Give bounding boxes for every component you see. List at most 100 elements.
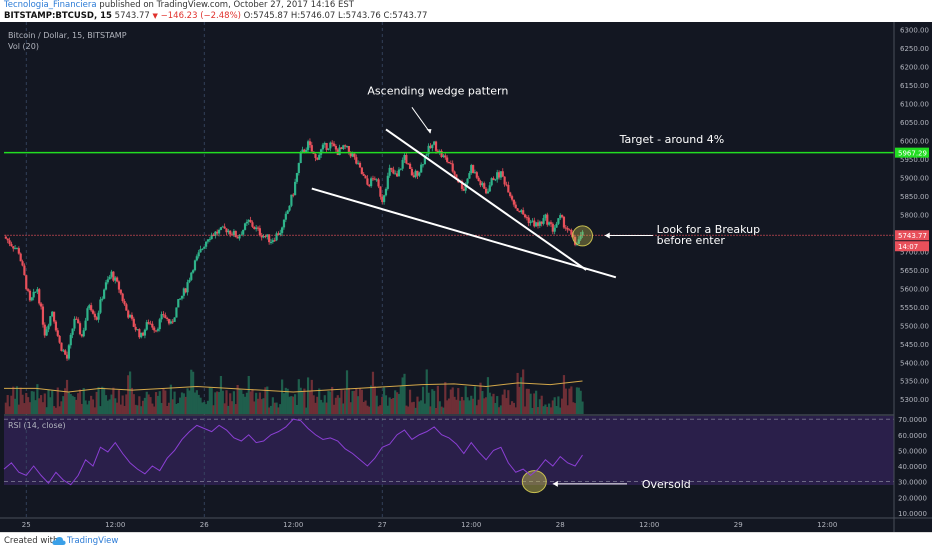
volume-bar — [473, 386, 477, 414]
candle-body — [345, 146, 349, 148]
candle-body — [90, 305, 93, 311]
candle-body — [368, 184, 371, 187]
volume-bar — [127, 375, 130, 414]
volume-bar — [344, 390, 347, 414]
volume-bar — [182, 393, 185, 414]
candle-body — [255, 227, 258, 230]
volume-bar — [408, 389, 412, 414]
volume-bar — [447, 398, 451, 414]
volume-bar — [497, 407, 501, 414]
candle-body — [325, 143, 328, 150]
candle-body — [505, 184, 508, 186]
volume-bar — [531, 407, 534, 414]
volume-bar — [47, 389, 50, 414]
price-tick-label: 5300.00 — [900, 396, 929, 404]
wedge-arrow — [411, 107, 431, 134]
candle-body — [561, 215, 564, 217]
candle-body — [232, 230, 236, 236]
volume-bar — [446, 400, 449, 414]
candle-body — [423, 155, 426, 165]
chart-title: Bitcoin / Dollar, 15, BITSTAMP — [8, 31, 127, 40]
candle-body — [549, 222, 553, 224]
candle-body — [225, 228, 228, 233]
time-tick-label: 27 — [378, 521, 387, 529]
volume-bar — [483, 398, 486, 414]
candle-body — [147, 322, 150, 324]
candle-body — [379, 186, 382, 197]
price-label-text: 14:07 — [898, 243, 918, 251]
candle-body — [460, 181, 464, 189]
volume-bar — [173, 391, 176, 414]
volume-bar — [4, 402, 7, 414]
tradingview-cloud-icon[interactable] — [52, 535, 66, 547]
time-tick-label: 12:00 — [817, 521, 837, 529]
candle-body — [483, 183, 486, 189]
volume-bar — [353, 390, 356, 414]
volume-bar — [327, 391, 330, 414]
candle-body — [473, 172, 477, 174]
volume-bar — [15, 386, 19, 414]
candle-body — [45, 329, 48, 336]
publish-info: Tecnologia_Financiera published on Tradi… — [4, 0, 354, 11]
volume-bar — [544, 404, 547, 414]
vertical-grid — [25, 22, 383, 518]
volume-bar — [351, 390, 354, 414]
candle-body — [101, 298, 104, 300]
volume-bar — [490, 396, 493, 414]
time-tick-label: 12:00 — [639, 521, 659, 529]
volume-bar — [416, 396, 419, 414]
volume-bar — [503, 389, 506, 414]
time-axis[interactable]: 25 12:00 26 12:00 27 12:00 28 12:00 29 12:00 — [22, 521, 838, 529]
volume-bar — [542, 406, 545, 414]
rsi-tick-label: 30.0000 — [898, 479, 927, 487]
candle-body — [206, 239, 210, 242]
volume-bar — [14, 398, 17, 414]
candle-body — [472, 165, 475, 174]
volume-bar — [362, 402, 365, 414]
candle-body — [403, 154, 406, 160]
price-chart[interactable]: Ascending wedge pattern Target - around 4… — [0, 22, 932, 532]
candle-body — [275, 233, 278, 241]
candle-body — [390, 167, 393, 170]
tradingview-link[interactable]: TradingView — [67, 536, 119, 546]
volume-bar — [518, 386, 521, 414]
candle-body — [399, 168, 402, 170]
candle-body — [455, 174, 458, 180]
candle-body — [23, 265, 26, 276]
volume-bar — [253, 401, 256, 414]
volume-bar — [297, 379, 300, 414]
price-tick-label: 5650.00 — [900, 267, 929, 275]
candle-body — [516, 208, 519, 211]
candle-body — [51, 311, 54, 317]
candle-body — [581, 231, 584, 236]
symbol-info: BITSTAMP:BTCUSD, 15 5743.77 ▼ −146.23 (−… — [4, 11, 427, 22]
author-link[interactable]: Tecnologia_Financiera — [4, 0, 97, 10]
volume-bar — [323, 395, 326, 414]
published-text: published on TradingView.com, October 27… — [96, 0, 354, 10]
volume-bar — [371, 371, 375, 414]
candle-body — [273, 240, 276, 242]
volume-bar — [38, 398, 41, 414]
candle-body — [175, 307, 178, 318]
candle-body — [117, 281, 121, 290]
candle-body — [353, 153, 356, 158]
volume-bar — [340, 389, 343, 414]
price-tick-label: 5900.00 — [900, 175, 929, 183]
volume-bar — [214, 392, 217, 414]
candle-body — [28, 290, 32, 301]
price-axis[interactable]: 6300.00 6250.00 6200.00 6150.00 6100.00 6050.… — [900, 27, 929, 405]
volume-bar — [195, 390, 198, 414]
candlesticks — [4, 138, 584, 361]
volume-bar — [292, 396, 295, 414]
volume-bar — [45, 407, 48, 414]
volume-bar — [294, 394, 297, 414]
candle-body — [106, 279, 109, 283]
volume-bar — [147, 394, 150, 414]
volume-bar — [397, 393, 401, 414]
volume-label: Vol (20) — [8, 42, 39, 51]
candle-body — [360, 167, 363, 174]
candle-body — [497, 172, 501, 178]
candle-body — [342, 145, 345, 149]
volume-bar — [308, 391, 312, 414]
rsi-axis[interactable]: 70.0000 60.0000 50.0000 40.0000 30.0000 20.00… — [898, 416, 927, 518]
